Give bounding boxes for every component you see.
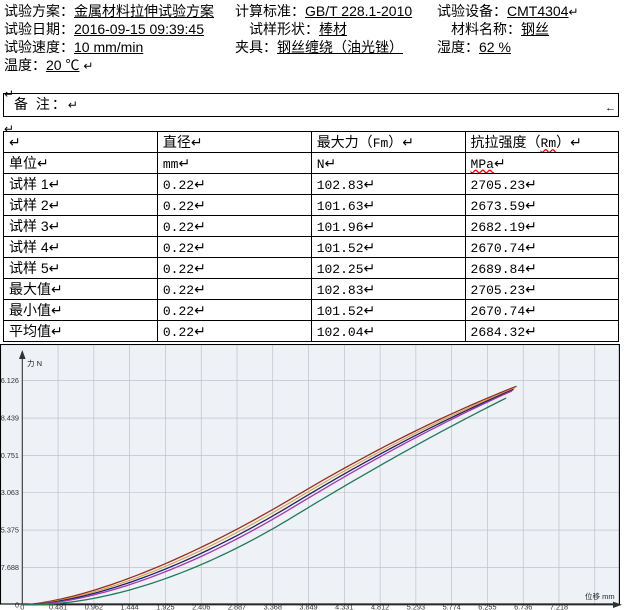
svg-text:35.375: 35.375 [0, 526, 19, 535]
svg-text:106.126: 106.126 [0, 376, 19, 385]
svg-text:70.751: 70.751 [0, 451, 19, 460]
svg-text:0: 0 [15, 600, 19, 609]
svg-text:位移 mm: 位移 mm [585, 591, 615, 601]
svg-text:88.439: 88.439 [0, 414, 19, 423]
svg-text:53.063: 53.063 [0, 488, 19, 497]
svg-text:力 N: 力 N [27, 358, 42, 368]
svg-text:17.688: 17.688 [0, 563, 19, 572]
